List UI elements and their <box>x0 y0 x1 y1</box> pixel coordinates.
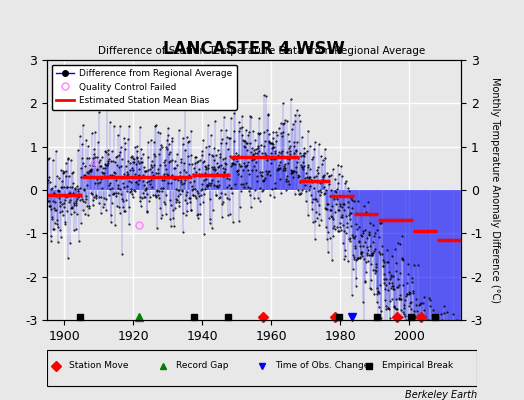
Text: Difference of Station Temperature Data from Regional Average: Difference of Station Temperature Data f… <box>99 46 425 56</box>
Title: LANCASTER 4 WSW: LANCASTER 4 WSW <box>163 40 345 58</box>
Text: Time of Obs. Change: Time of Obs. Change <box>275 362 369 370</box>
Text: Station Move: Station Move <box>69 362 128 370</box>
Legend: Difference from Regional Average, Quality Control Failed, Estimated Station Mean: Difference from Regional Average, Qualit… <box>52 64 236 110</box>
Text: Record Gap: Record Gap <box>176 362 228 370</box>
Text: Berkeley Earth: Berkeley Earth <box>405 390 477 400</box>
Text: Empirical Break: Empirical Break <box>383 362 453 370</box>
Y-axis label: Monthly Temperature Anomaly Difference (°C): Monthly Temperature Anomaly Difference (… <box>490 77 500 303</box>
